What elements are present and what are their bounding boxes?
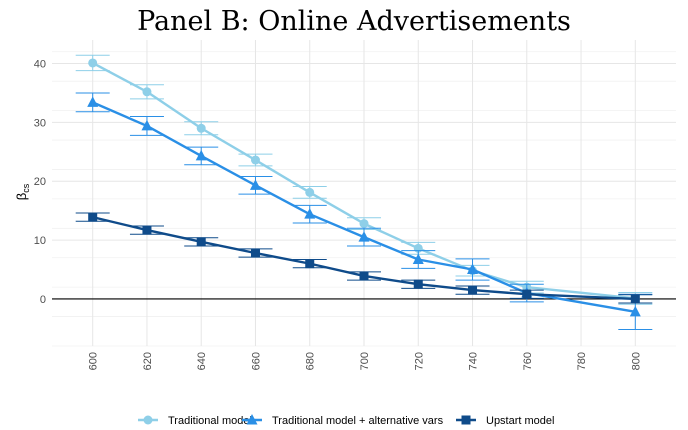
legend-item-2: Traditional model + alternative vars <box>242 414 444 427</box>
data-point <box>87 96 99 107</box>
x-tick-label: 600 <box>88 352 100 370</box>
series-line <box>92 61 636 300</box>
data-point <box>630 294 640 304</box>
series-layer <box>75 54 653 331</box>
y-axis-label-main: β <box>14 193 29 200</box>
chart-title: Panel B: Online Advertisements <box>137 6 571 37</box>
data-point <box>359 219 369 229</box>
y-tick-label: 30 <box>34 117 46 129</box>
x-axis: 600 620 640 660 680 700 720 740 760 780 800 <box>88 352 643 370</box>
data-point <box>412 253 424 264</box>
y-axis-label-subscript: cs <box>21 183 31 193</box>
data-point <box>88 212 98 222</box>
data-point <box>305 259 315 269</box>
legend-swatch-marker <box>143 415 153 425</box>
x-tick-label: 640 <box>196 352 208 370</box>
series-line <box>92 101 636 314</box>
x-tick-label: 740 <box>468 352 480 370</box>
data-point <box>141 119 153 131</box>
y-tick-label: 40 <box>34 59 46 71</box>
data-point <box>629 305 641 317</box>
legend-label: Traditional model <box>168 415 252 427</box>
data-point <box>305 187 315 197</box>
x-tick-label: 680 <box>305 352 317 370</box>
x-tick-label: 800 <box>630 352 642 370</box>
data-point <box>195 149 207 161</box>
y-tick-label: 0 <box>40 294 46 306</box>
legend: Traditional model Traditional model + alt… <box>138 414 554 427</box>
series-2 <box>75 92 653 331</box>
data-point <box>196 237 206 247</box>
data-point <box>467 263 479 274</box>
data-point <box>358 231 370 242</box>
data-point <box>249 179 261 190</box>
x-tick-label: 700 <box>359 352 371 370</box>
data-point <box>196 123 206 133</box>
y-tick-label: 20 <box>34 176 46 188</box>
legend-item-3: Upstart model <box>456 415 554 427</box>
y-tick-label: 10 <box>34 235 46 247</box>
x-tick-label: 720 <box>413 352 425 370</box>
data-point <box>250 248 260 258</box>
grid <box>52 40 676 347</box>
legend-item-1: Traditional model <box>138 415 252 427</box>
legend-swatch-marker <box>461 415 471 425</box>
data-point <box>468 285 478 295</box>
legend-swatch-marker <box>246 414 258 425</box>
data-point <box>142 87 152 97</box>
data-point <box>304 208 316 219</box>
x-tick-label: 660 <box>250 352 262 370</box>
legend-label: Upstart model <box>486 415 554 427</box>
data-point <box>250 155 260 165</box>
data-point <box>88 58 98 68</box>
x-tick-label: 620 <box>142 352 154 370</box>
x-tick-label: 780 <box>576 352 588 370</box>
series-line <box>92 215 636 301</box>
legend-label: Traditional model + alternative vars <box>272 415 444 427</box>
data-point <box>413 279 423 289</box>
series-3 <box>75 212 653 304</box>
x-tick-label: 760 <box>522 352 534 370</box>
data-point <box>142 225 152 235</box>
data-point <box>522 289 532 299</box>
y-axis-label: βcs <box>14 183 31 200</box>
y-axis: 0 10 20 30 40 <box>34 59 46 306</box>
data-point <box>359 271 369 281</box>
